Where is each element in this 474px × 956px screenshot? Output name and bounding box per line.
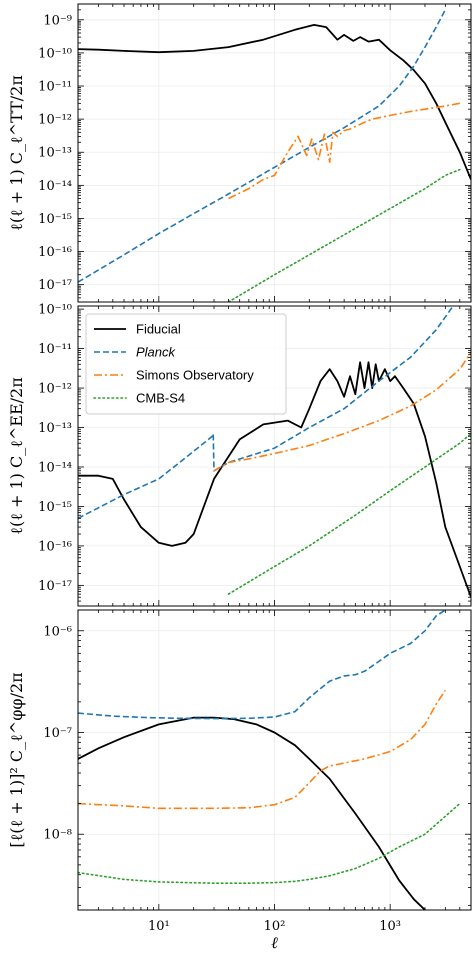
y-tick-label: 10⁻¹³ [38, 146, 72, 161]
legend-label: CMB-S4 [136, 391, 185, 406]
legend-label: Planck [136, 345, 177, 360]
series-line-dashdot [78, 689, 446, 810]
legend-label: Simons Observatory [136, 368, 254, 383]
series-line-dashed [78, 306, 454, 520]
y-tick-label: 10⁻¹⁵ [38, 500, 72, 515]
legend: Fiducial Planck Simons Observatory CMB-S4 [85, 313, 287, 415]
series-line-dashdot [228, 102, 460, 200]
y-tick-label: 10⁻¹¹ [38, 342, 72, 357]
y-tick-label: 10⁻¹⁰ [38, 303, 72, 318]
legend-box [85, 313, 287, 415]
y-tick-label: 10⁻⁷ [43, 726, 72, 741]
y-tick-label: 10⁻¹⁰ [38, 46, 72, 61]
series-group [78, 610, 461, 910]
ticks [77, 4, 472, 303]
grid [78, 610, 471, 910]
y-tick-label: 10⁻⁹ [43, 13, 72, 28]
panel-ee: 10⁻¹⁷ 10⁻¹⁶ 10⁻¹⁵ 10⁻¹⁴ 10⁻¹³ 10⁻¹² 10⁻¹¹ 10⁻¹⁰… [7, 303, 472, 607]
y-tick-label: 10⁻¹⁴ [38, 460, 72, 475]
x-tick-label: 10¹ [148, 919, 170, 934]
y-tick-label: 10⁻¹⁷ [38, 579, 72, 594]
ticks [77, 610, 472, 910]
series-line-solid [78, 23, 471, 180]
y-axis-label: ℓ(ℓ + 1) C_ℓ^TT/2π [7, 75, 26, 231]
y-tick-label: 10⁻¹⁴ [38, 179, 72, 194]
ticks [77, 306, 472, 607]
x-tick-label: 10³ [379, 919, 401, 934]
series-line-dotted [227, 432, 471, 595]
series-line-dashed [78, 610, 446, 720]
y-tick-label: 10⁻¹¹ [38, 80, 72, 95]
panel-tt: 10⁻¹⁷ 10⁻¹⁶ 10⁻¹⁵ 10⁻¹⁴ 10⁻¹³ 10⁻¹² 10⁻¹¹ 10⁻¹⁰… [7, 3, 472, 303]
panel-phiphi: 10⁻⁸ 10⁻⁷ 10⁻⁶ 10¹ 10² 10³ [ℓ(ℓ + 1)]² C_ℓ^φφ/… [7, 609, 472, 952]
series-group [78, 306, 471, 598]
y-tick-label: 10⁻¹⁶ [38, 539, 72, 554]
y-axis-label: [ℓ(ℓ + 1)]² C_ℓ^φφ/2π [7, 672, 26, 847]
y-tick-label: 10⁻⁶ [43, 624, 72, 639]
y-tick-label: 10⁻⁸ [43, 828, 72, 843]
legend-label: Fiducial [136, 322, 181, 337]
grid [78, 4, 471, 302]
x-tick-label: 10² [264, 919, 286, 934]
y-tick-label: 10⁻¹³ [38, 421, 72, 436]
series-group [78, 9, 471, 302]
series-line-dotted [78, 802, 461, 885]
series-line-dotted [227, 168, 461, 302]
y-tick-label: 10⁻¹² [38, 382, 72, 397]
y-tick-label: 10⁻¹⁵ [38, 212, 72, 227]
x-axis-label: ℓ [271, 933, 278, 952]
series-line-dashed [78, 9, 447, 283]
series-line-solid [78, 361, 471, 598]
y-axis-label: ℓ(ℓ + 1) C_ℓ^EE/2π [7, 377, 26, 534]
y-tick-label: 10⁻¹⁷ [38, 278, 72, 293]
y-tick-label: 10⁻¹⁶ [38, 245, 72, 260]
series-line-solid [78, 716, 426, 910]
y-tick-label: 10⁻¹² [38, 113, 72, 128]
